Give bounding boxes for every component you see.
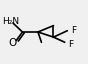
- Text: H₂N: H₂N: [2, 17, 19, 26]
- Text: F: F: [68, 40, 73, 49]
- Text: F: F: [71, 26, 76, 35]
- Text: O: O: [9, 38, 17, 48]
